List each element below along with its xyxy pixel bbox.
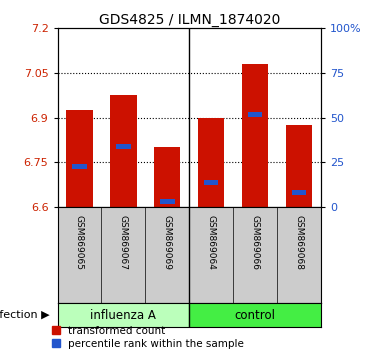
Bar: [292, 190, 306, 195]
Text: GSM869065: GSM869065: [75, 215, 84, 270]
Text: GSM869068: GSM869068: [295, 215, 303, 270]
Text: GSM869066: GSM869066: [250, 215, 260, 270]
Bar: [72, 164, 87, 169]
Bar: [248, 112, 262, 117]
Bar: [242, 64, 268, 207]
Bar: [66, 110, 93, 207]
Text: infection ▶: infection ▶: [0, 310, 50, 320]
Title: GDS4825 / ILMN_1874020: GDS4825 / ILMN_1874020: [99, 13, 280, 27]
Text: GSM869067: GSM869067: [119, 215, 128, 270]
Text: control: control: [234, 309, 276, 321]
Bar: [154, 148, 180, 207]
Bar: [198, 118, 224, 207]
Bar: [204, 180, 219, 185]
Text: GSM869069: GSM869069: [163, 215, 172, 270]
Bar: [160, 199, 174, 204]
Bar: [110, 95, 137, 207]
Text: influenza A: influenza A: [91, 309, 156, 321]
Legend: transformed count, percentile rank within the sample: transformed count, percentile rank withi…: [52, 326, 244, 349]
Bar: [286, 125, 312, 207]
Bar: [116, 143, 131, 149]
Text: GSM869064: GSM869064: [207, 215, 216, 270]
